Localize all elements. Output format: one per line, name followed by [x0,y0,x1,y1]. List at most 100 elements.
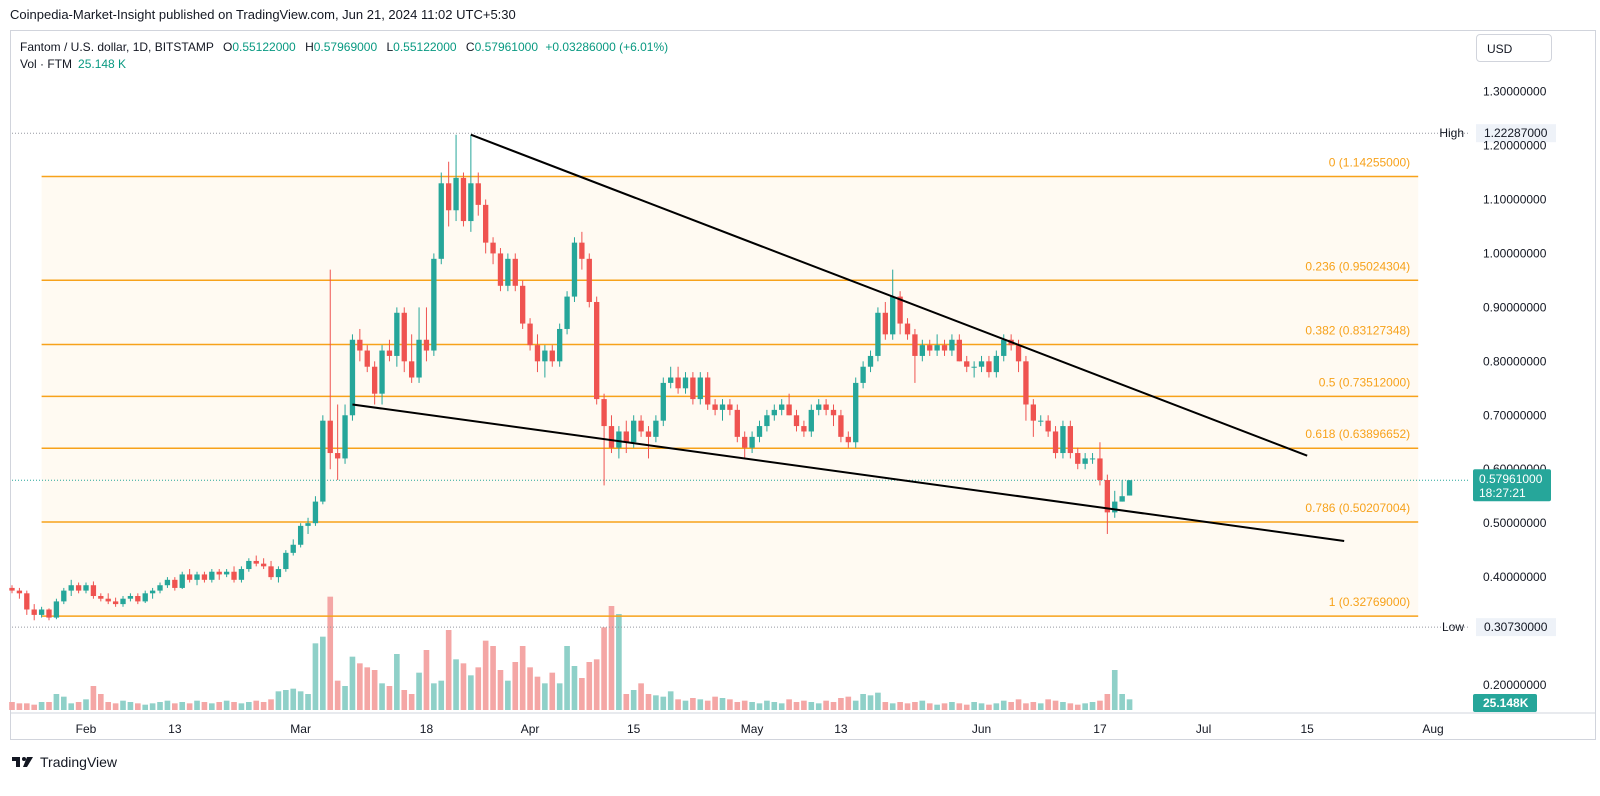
candle-body [986,361,992,373]
volume-bar [771,702,778,710]
ohlc-legend: Fantom / U.S. dollar, 1D, BITSTAMP O0.55… [20,40,668,54]
candle-body [964,361,970,367]
candle-body [1112,501,1118,513]
candle-body [268,566,274,578]
candle-body [1030,404,1037,421]
low-label: Low [1442,620,1464,634]
volume-bar [838,698,844,710]
high-value: 0.57969000 [313,40,378,54]
volume-bar [423,650,430,710]
candle-body [408,361,415,378]
candle-body [1038,420,1044,422]
low-value-box [1476,618,1556,637]
candle-body [283,552,289,570]
volume-bar [505,680,511,710]
volume-bar [416,672,422,710]
volume-bar [379,683,385,710]
volume-bar [949,702,955,710]
candle-body [845,436,851,443]
candle-body [135,596,141,602]
candle-body [727,404,733,410]
volume-bar [623,694,630,710]
candle-body [423,339,430,351]
volume-bar [941,703,948,710]
volume-bar [823,700,829,710]
volume-bar [712,696,718,710]
x-tick-label: 13 [834,722,848,736]
candle-body [1045,420,1051,432]
volume-bar [31,704,38,710]
volume-bar [934,704,940,710]
volume-bar [956,703,963,710]
candle-body [956,339,962,362]
candle-body [875,312,881,356]
volume-bar [386,686,393,710]
volume-bar [741,700,748,710]
close-label: C [465,40,475,54]
volume-label[interactable]: Vol · FTM [20,57,73,71]
candle-body [579,242,585,259]
volume-bar [38,702,45,710]
x-tick-label: Jun [972,722,991,736]
candle-body [1104,480,1111,513]
trendline-lower [352,403,1345,542]
candle-body [334,453,341,459]
y-tick-label: 1.30000000 [1483,85,1547,99]
candle-body [675,377,681,389]
low-value: 0.30730000 [1484,620,1548,634]
volume-bar [216,702,223,710]
candle-body [1075,453,1081,464]
candle-body [194,574,200,580]
volume-legend: Vol · FTM 25.148 K [20,57,126,71]
symbol-title[interactable]: Fantom / U.S. dollar, 1D, BITSTAMP [20,40,214,54]
candle-body [631,420,637,443]
volume-bar [1104,694,1111,710]
candle-body [209,571,215,580]
candle-body [919,345,925,356]
candle-body [571,242,578,297]
volume-bar [667,691,674,710]
volume-bar [1074,704,1081,710]
x-tick-label: May [741,722,764,736]
volume-bar [727,699,733,710]
y-tick-label: 0.70000000 [1483,408,1547,422]
volume-bar [749,702,755,710]
volume-bar [542,683,548,710]
candle-body [1052,431,1059,454]
tradingview-logo-icon [12,757,33,767]
candle-body [1060,426,1066,454]
candle-body [475,183,481,205]
volume-bar [1119,694,1125,710]
volume-bar [320,636,326,710]
high-label: H [305,40,314,54]
volume-bar [1023,703,1029,710]
currency-button[interactable]: USD [1476,34,1552,62]
candle-body [668,377,674,383]
candle-body [594,301,600,400]
volume-bar [512,662,519,710]
volume-bar [268,699,274,710]
high-value: 1.22287000 [1484,126,1548,140]
volume-bar [297,691,304,710]
x-tick-label: Feb [76,722,97,736]
volume-bar [1126,699,1133,710]
volume-bar [882,702,889,710]
candle-body [904,323,911,335]
volume-bar [549,672,556,710]
y-tick-label: 0.90000000 [1483,300,1547,314]
y-tick-label: 0.40000000 [1483,570,1547,584]
volume-bar [601,627,607,710]
y-tick-label: 1.20000000 [1483,139,1547,153]
candle-body [305,523,311,526]
volume-bar [497,670,504,710]
candle-body [586,258,592,302]
candle-body [608,426,615,448]
candle-body [764,415,770,427]
candle-body [260,563,267,567]
candle-body [549,350,555,362]
volume-bar [860,694,866,710]
volume-bar [1052,700,1059,710]
volume-bar [53,694,60,710]
volume-bar [468,675,474,710]
